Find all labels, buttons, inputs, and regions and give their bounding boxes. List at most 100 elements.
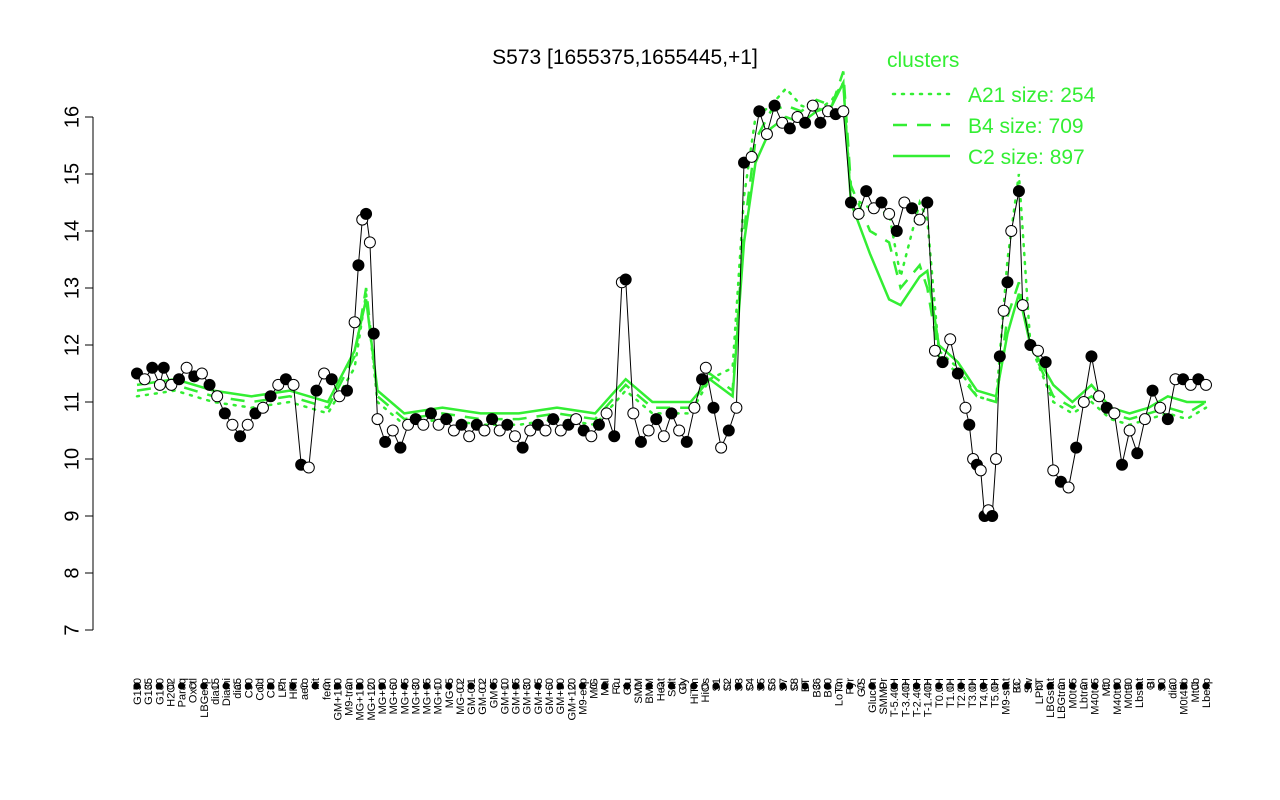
x-tick-marker	[868, 682, 876, 690]
x-tick-label: MG+10	[433, 678, 445, 714]
x-tick-label: Salt	[667, 678, 679, 697]
x-tick-marker	[589, 682, 598, 690]
data-point	[1138, 413, 1151, 426]
data-point	[455, 418, 468, 431]
x-tick-label: Gly	[678, 678, 690, 695]
data-point	[673, 424, 686, 437]
data-point	[501, 418, 514, 431]
x-tick-label: aero	[299, 678, 311, 700]
x-tick-label: M9-tran	[344, 678, 356, 716]
x-tick-marker	[456, 682, 464, 690]
x-tick-marker	[645, 682, 653, 690]
data-point	[906, 202, 919, 215]
x-tick-label: S1	[711, 678, 723, 691]
legend-label: B4 size: 709	[968, 115, 1084, 138]
x-tick-marker	[1135, 682, 1143, 690]
x-tick-marker	[389, 682, 397, 690]
data-point	[1116, 458, 1129, 471]
legend-label: C2 size: 897	[968, 146, 1085, 169]
x-tick-marker	[1024, 682, 1032, 690]
x-tick-label: T4.0H	[978, 678, 990, 708]
x-tick-marker	[222, 682, 230, 690]
x-tick-marker	[400, 682, 408, 690]
data-point	[600, 407, 613, 420]
x-tick-marker	[434, 682, 442, 690]
x-tick-marker	[200, 682, 208, 690]
x-tick-marker	[1157, 682, 1166, 690]
data-point	[516, 441, 529, 454]
y-tick-label: 12	[61, 334, 83, 356]
x-axis: G150 G135 G180 H2O2 Paraq Oxctl LBGexp dia15 Dia…	[132, 678, 1213, 721]
x-tick-label: C30	[266, 678, 278, 698]
x-tick-label: MG+120	[366, 678, 378, 721]
x-tick-label: B60	[822, 678, 834, 698]
data-point	[203, 378, 216, 391]
data-point	[730, 401, 743, 414]
data-point	[211, 390, 224, 403]
data-point	[539, 424, 552, 437]
data-point	[486, 413, 499, 426]
data-point	[348, 316, 361, 329]
x-tick-marker	[912, 682, 921, 690]
x-tick-label: MG+60	[388, 678, 400, 714]
data-point	[921, 196, 934, 209]
x-tick-marker	[701, 682, 709, 690]
x-tick-label: dia0	[1168, 678, 1180, 699]
x-tick-marker	[244, 682, 252, 690]
x-tick-marker	[946, 682, 954, 690]
x-tick-marker	[1180, 682, 1188, 690]
x-tick-label: S7	[778, 678, 790, 691]
x-tick-marker	[300, 682, 308, 690]
x-tick-label: HiTm	[689, 678, 701, 704]
data-point	[218, 407, 231, 420]
data-point	[1062, 481, 1075, 494]
data-point	[634, 435, 647, 448]
x-tick-marker	[1091, 682, 1099, 690]
data-point	[745, 150, 758, 163]
data-point	[619, 273, 632, 286]
data-point	[1108, 407, 1121, 420]
data-point	[890, 225, 903, 237]
x-tick-label: Glucon	[867, 678, 879, 713]
x-tick-marker	[779, 682, 787, 690]
x-tick-marker	[957, 682, 965, 690]
x-tick-label: T-5.40H	[889, 678, 901, 717]
data-point	[367, 327, 380, 340]
x-tick-marker	[1046, 682, 1054, 690]
x-tick-marker	[667, 682, 676, 690]
legend-title: clusters	[887, 49, 959, 72]
data-point	[753, 105, 766, 118]
y-tick-label: 13	[61, 277, 83, 299]
chart-title: S573 [1655375,1655445,+1]	[492, 46, 758, 69]
x-tick-label: Heat	[655, 678, 667, 701]
data-point	[997, 304, 1010, 317]
x-tick-marker	[901, 682, 909, 690]
x-tick-marker	[211, 682, 219, 690]
x-tick-marker	[289, 682, 297, 690]
x-tick-label: LoTm	[834, 678, 846, 706]
data-point	[234, 430, 247, 443]
x-tick-label: GM+5	[488, 678, 500, 708]
x-tick-marker	[1202, 682, 1210, 690]
x-tick-marker	[144, 682, 152, 690]
x-tick-label: S5	[756, 678, 768, 691]
data-point	[837, 105, 850, 118]
x-tick-marker	[467, 682, 475, 690]
data-point	[680, 435, 693, 448]
x-tick-marker	[924, 682, 932, 690]
data-point	[363, 236, 376, 249]
x-tick-label: T-1.40H	[923, 678, 935, 717]
x-tick-label: ferm	[321, 678, 333, 700]
x-tick-label: M0t90	[1123, 678, 1135, 709]
data-point	[627, 407, 640, 420]
x-tick-marker	[500, 682, 509, 690]
x-tick-marker	[656, 682, 664, 690]
x-tick-marker	[489, 682, 497, 690]
data-point	[688, 401, 701, 414]
x-tick-marker	[601, 682, 609, 690]
data-point	[394, 441, 407, 454]
x-tick-label: G150	[132, 678, 144, 705]
x-tick-label: G/S	[856, 678, 868, 697]
x-tick-marker	[1113, 682, 1121, 690]
